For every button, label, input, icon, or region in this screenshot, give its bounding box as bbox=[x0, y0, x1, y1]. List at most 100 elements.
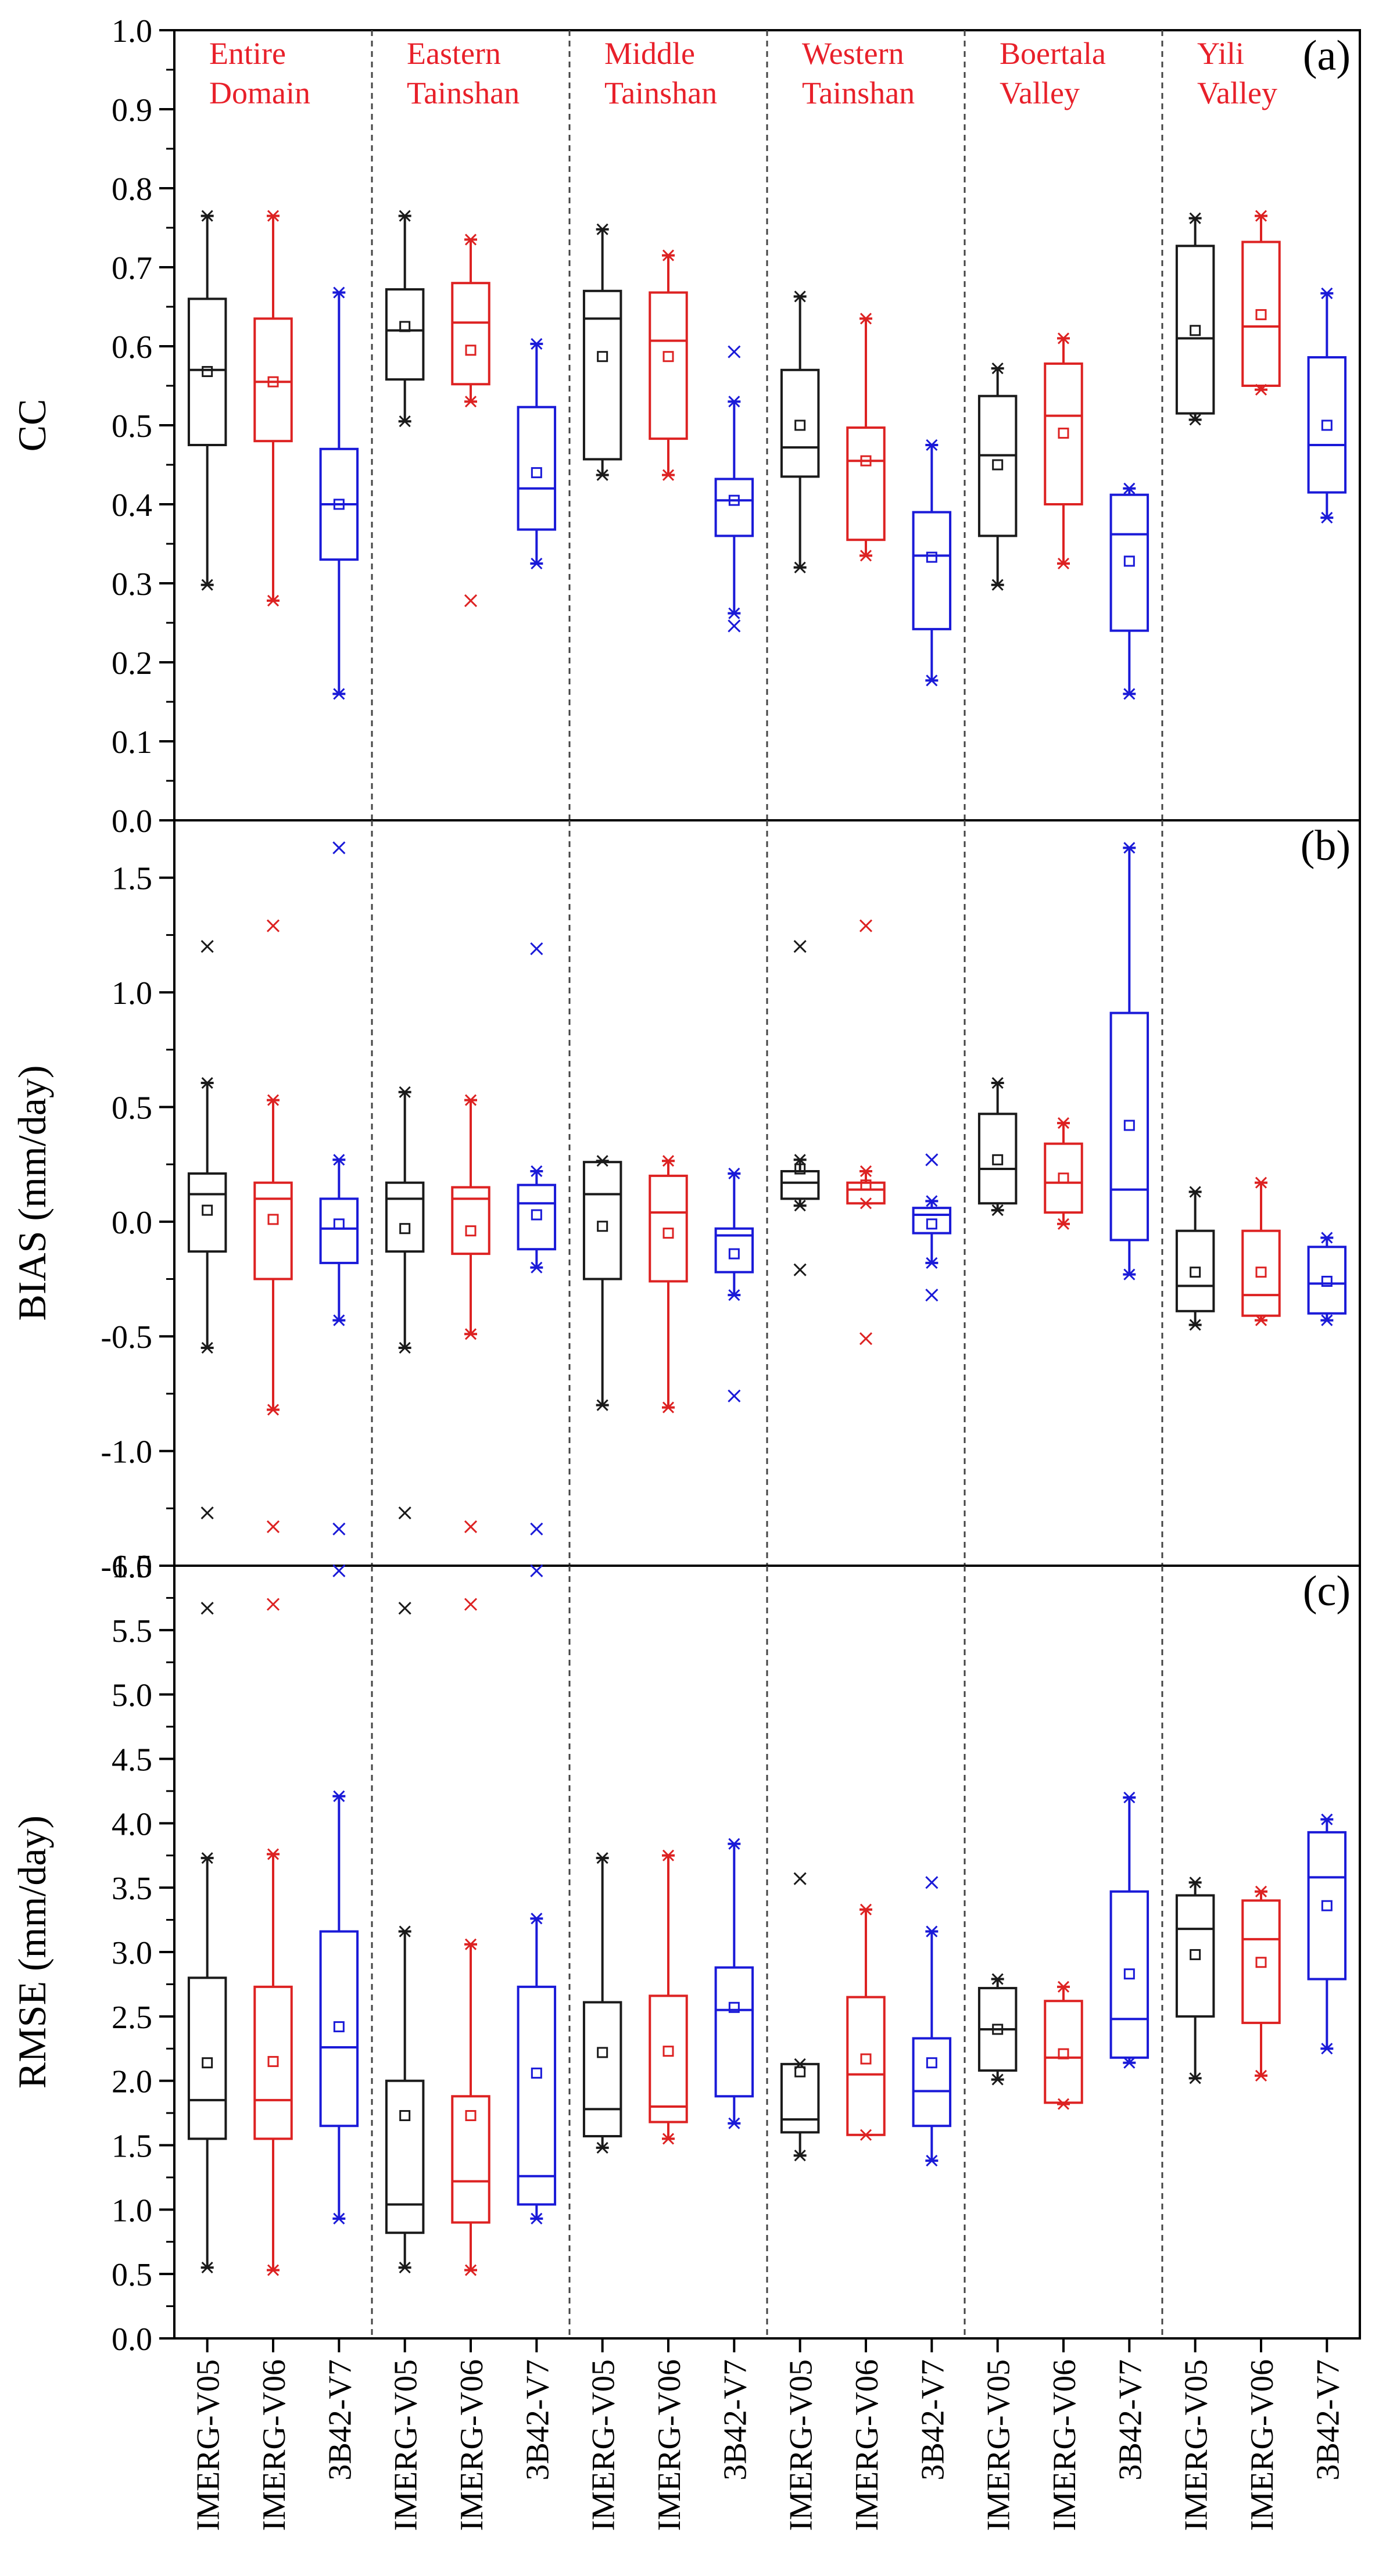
panel-a-y-tick-label: 0.2 bbox=[112, 645, 152, 681]
panel-b-extreme-marker bbox=[531, 1165, 543, 1178]
panel-a-extreme-marker bbox=[859, 550, 872, 562]
panel-b-extreme-marker bbox=[728, 1289, 740, 1301]
panel-c-box bbox=[319, 1930, 359, 2127]
panel-a-y-tick-label: 0.0 bbox=[112, 803, 152, 839]
panel-b-extreme-marker bbox=[1321, 1314, 1333, 1326]
panel-b-mean-marker bbox=[399, 1223, 411, 1235]
panel-c-outlier-marker bbox=[398, 1602, 411, 1615]
panel-c-extreme-marker bbox=[1189, 2072, 1201, 2085]
panel-b-box bbox=[1109, 1011, 1149, 1242]
panel-a-box bbox=[1307, 356, 1347, 494]
panel-a-box bbox=[780, 368, 820, 478]
panel-b-mean-marker bbox=[992, 1154, 1004, 1165]
panel-c-box bbox=[1109, 1890, 1149, 2059]
panel-a-box bbox=[714, 478, 754, 537]
panel-a-extreme-marker bbox=[333, 286, 345, 299]
panel-b-mean-marker bbox=[1190, 1267, 1201, 1278]
panel-a-mean-marker bbox=[1123, 555, 1135, 567]
panel-c-mean-marker bbox=[597, 2047, 608, 2058]
panel-b-extreme-marker bbox=[926, 1195, 938, 1207]
panel-c-mean-marker bbox=[794, 2066, 806, 2078]
panel-a-extreme-marker bbox=[728, 607, 740, 619]
panel-b-mean-marker bbox=[531, 1209, 542, 1221]
panel-a-box bbox=[649, 291, 688, 440]
panel-c-y-tick-label: 4.5 bbox=[112, 1742, 152, 1778]
panel-b-mean-marker bbox=[202, 1204, 213, 1216]
panel-c-extreme-marker bbox=[794, 2150, 806, 2162]
panel-b-outlier-marker bbox=[530, 942, 543, 956]
x-tick-label: IMERG-V05 bbox=[191, 2359, 227, 2531]
panel-b-mean-marker bbox=[728, 1248, 740, 1260]
panel-a-panel-label: (a) bbox=[1303, 32, 1351, 80]
x-tick-label: 3B42-V7 bbox=[1310, 2359, 1346, 2480]
panel-b-extreme-marker bbox=[596, 1155, 608, 1167]
panel-b-outlier-marker bbox=[925, 1289, 939, 1302]
panel-a-mean-marker bbox=[202, 366, 213, 378]
panel-b-extreme-marker bbox=[926, 1257, 938, 1269]
panel-b-box bbox=[385, 1181, 425, 1253]
panel-a-extreme-marker bbox=[991, 579, 1004, 591]
panel-b-extreme-marker bbox=[1123, 1268, 1136, 1280]
x-tick-label: IMERG-V05 bbox=[586, 2359, 622, 2531]
panel-c-box bbox=[912, 2037, 952, 2127]
x-tick-label: IMERG-V05 bbox=[1179, 2359, 1215, 2531]
panel-a-y-tick-label: 0.7 bbox=[112, 250, 152, 286]
panel-b-extreme-marker bbox=[201, 1341, 213, 1354]
panel-c-box bbox=[846, 1996, 886, 2136]
panel-b-mean-marker bbox=[794, 1163, 806, 1175]
panel-b-extreme-marker bbox=[1321, 1232, 1333, 1244]
region-title-line1: Boertala bbox=[1000, 36, 1106, 71]
panel-b-box bbox=[1241, 1229, 1281, 1317]
panel-c-panel-label: (c) bbox=[1303, 1567, 1351, 1615]
panel-a-y-tick-label: 0.8 bbox=[112, 171, 152, 207]
panel-c-extreme-marker bbox=[399, 2262, 411, 2274]
panel-b-y-tick-label: 1.0 bbox=[112, 975, 152, 1011]
panel-b-y-tick-label: -1.5 bbox=[101, 1549, 152, 1585]
panel-c-mean-marker bbox=[465, 2110, 477, 2122]
panel-a-extreme-marker bbox=[1057, 332, 1070, 345]
panel-b-y-axis-label: BIAS (mm/day) bbox=[10, 1065, 54, 1321]
panel-a-box bbox=[582, 289, 622, 461]
panel-b-box bbox=[187, 1172, 227, 1253]
panel-c-extreme-marker bbox=[1189, 1877, 1201, 1889]
panel-b-extreme-marker bbox=[531, 1261, 543, 1273]
x-tick-label: IMERG-V06 bbox=[651, 2359, 687, 2531]
panel-b-extreme-marker bbox=[1189, 1319, 1201, 1331]
panel-a-mean-marker bbox=[597, 351, 608, 363]
panel-c-outlier-marker bbox=[332, 1564, 346, 1577]
panel-c-extreme-marker bbox=[464, 2264, 477, 2276]
panel-b-extreme-marker bbox=[1123, 842, 1136, 854]
panel-a-extreme-marker bbox=[1189, 414, 1201, 426]
panel-b-outlier-marker bbox=[332, 841, 346, 855]
panel-b-frame bbox=[173, 819, 1361, 1567]
panel-c-extreme-marker bbox=[926, 2155, 938, 2167]
panel-a-mean-marker bbox=[794, 419, 806, 431]
panel-a-extreme-marker bbox=[267, 594, 280, 607]
panel-b-extreme-marker bbox=[1057, 1218, 1070, 1230]
panel-b-outlier-marker bbox=[859, 1332, 873, 1346]
panel-a-extreme-marker bbox=[728, 396, 740, 408]
panel-c-y-tick-label: 5.0 bbox=[112, 1678, 152, 1714]
panel-b-y-tick-label: -1.0 bbox=[101, 1434, 152, 1470]
panel-b-extreme-marker bbox=[333, 1154, 345, 1166]
panel-a-box bbox=[1241, 241, 1281, 388]
panel-a-mean-marker bbox=[1190, 325, 1201, 336]
x-tick-label: 3B42-V7 bbox=[520, 2359, 556, 2480]
panel-b-y-tick-label: 0.0 bbox=[112, 1205, 152, 1241]
panel-a-mean-marker bbox=[860, 455, 872, 467]
panel-b-box bbox=[846, 1181, 886, 1205]
panel-c-extreme-marker bbox=[333, 2212, 345, 2225]
panel-b-extreme-marker bbox=[662, 1155, 675, 1167]
panel-b-y-tick-label: 1.5 bbox=[112, 861, 152, 897]
panel-a-extreme-marker bbox=[794, 290, 806, 303]
region-title-line2: Tainshan bbox=[604, 76, 717, 110]
panel-a-y-tick-label: 0.1 bbox=[112, 724, 152, 760]
panel-c-mean-marker bbox=[662, 2046, 674, 2057]
x-tick-label: 3B42-V7 bbox=[915, 2359, 951, 2480]
x-tick-label: IMERG-V06 bbox=[849, 2359, 885, 2531]
panel-b-outlier-marker bbox=[859, 919, 873, 932]
panel-c-extreme-marker bbox=[596, 2141, 608, 2154]
panel-c-extreme-marker bbox=[399, 1925, 411, 1938]
panel-c-extreme-marker bbox=[1321, 2043, 1333, 2055]
panel-b-y-tick-label: 0.5 bbox=[112, 1090, 152, 1126]
